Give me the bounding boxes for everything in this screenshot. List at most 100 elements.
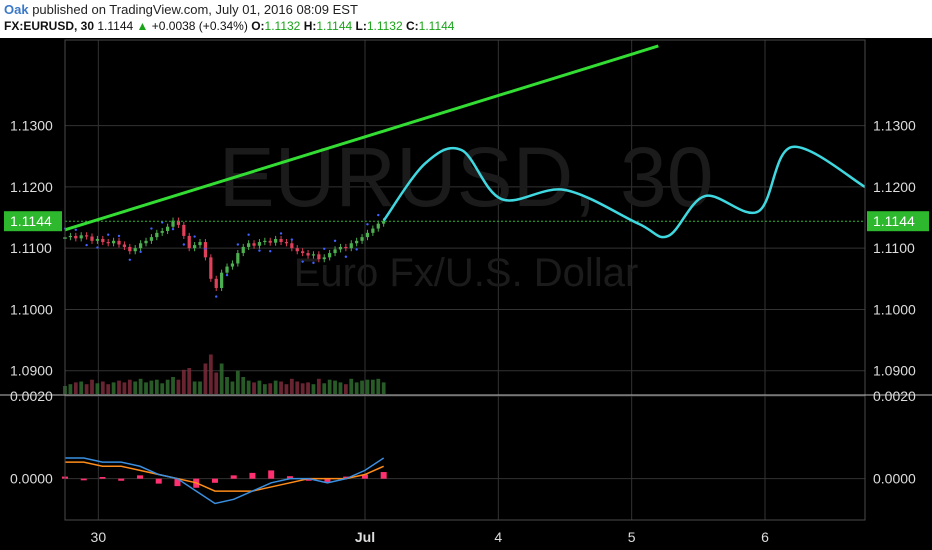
macd-histogram-bar (155, 478, 162, 484)
volume-bar (365, 379, 370, 394)
volume-bar (144, 382, 148, 394)
candle-body (101, 238, 105, 243)
candle-body (230, 263, 235, 267)
candle-body (311, 254, 316, 256)
indicator-tick-left: 0.0000 (10, 471, 53, 487)
candle-body (322, 257, 326, 260)
volume-bar (127, 379, 132, 394)
candle-body (290, 243, 294, 249)
candle-body (279, 238, 283, 243)
candle-body (257, 242, 262, 246)
candle-body (284, 242, 289, 244)
volume-bar (241, 377, 246, 394)
sar-dot (355, 248, 358, 251)
volume-bar (181, 369, 186, 394)
indicator-tick-left: 0.0020 (10, 388, 53, 404)
volume-bar (90, 379, 94, 394)
volume-bar (316, 378, 321, 394)
volume-bar (225, 377, 229, 394)
volume-bar (306, 382, 310, 394)
sar-dot (290, 238, 294, 241)
sar-dot (344, 255, 348, 258)
candle-body (333, 249, 337, 254)
indicator-tick-right: 0.0020 (873, 388, 916, 404)
volume-bar (133, 381, 138, 394)
candle-body (95, 238, 100, 241)
volume-bar (273, 380, 278, 394)
volume-bar (176, 379, 181, 394)
open-value: 1.1132 (264, 19, 301, 33)
y-tick-label-left: 1.1300 (10, 118, 53, 134)
candle-body (365, 232, 370, 238)
volume-bar (160, 383, 165, 394)
candle-body (214, 278, 218, 288)
volume-bar (343, 384, 348, 394)
candle-body (247, 243, 251, 247)
price-label-right-bg (867, 211, 929, 232)
macd-histogram-bar (174, 478, 181, 487)
candle-body (68, 235, 73, 238)
candle-body (344, 246, 348, 249)
sar-dot (377, 213, 380, 217)
symbol-label[interactable]: FX:EURUSD, 30 (4, 19, 95, 33)
candle-body (74, 235, 78, 239)
volume-bar (95, 383, 100, 394)
author-link[interactable]: Oak (4, 2, 29, 17)
macd-histogram-bar (136, 475, 143, 479)
candle-body (171, 220, 175, 227)
candle-body (155, 232, 159, 238)
y-tick-label-right: 1.0900 (873, 363, 916, 379)
candle-body (349, 243, 353, 249)
candle-body (328, 253, 332, 258)
sar-dot (193, 235, 196, 238)
volume-bar (117, 380, 121, 394)
macd-histogram-bar (380, 472, 387, 479)
grid (65, 40, 865, 520)
sar-dot (323, 247, 326, 250)
macd-histogram-bar (361, 474, 368, 479)
x-tick-label: 30 (91, 529, 107, 545)
macd-line (65, 457, 385, 505)
sar-dot (366, 223, 369, 226)
close-value: 1.1144 (418, 19, 455, 33)
open-label: O: (251, 19, 265, 33)
candle-body (317, 254, 321, 260)
candle-body (209, 257, 213, 279)
volume-bar (111, 382, 116, 394)
legend-line: FX:EURUSD, 30 1.1144 ▲ +0.0038 (+0.34%) … (4, 19, 454, 33)
x-tick-label: 5 (628, 529, 636, 545)
candle-body (382, 221, 386, 224)
close-label: C: (406, 19, 419, 33)
x-tick-label: 6 (761, 529, 769, 545)
volume-bar (257, 380, 262, 394)
volume-bar (327, 379, 332, 394)
sar-dot (182, 243, 186, 246)
change-value: +0.0038 (+0.34%) (151, 19, 248, 33)
volume-bar (214, 372, 219, 394)
plot-frame (64, 39, 866, 521)
candle-body (241, 246, 245, 254)
volume-bar (203, 363, 208, 394)
candle-body (144, 240, 148, 244)
candle-body (160, 231, 164, 233)
price-label-right: 1.1144 (873, 213, 915, 229)
volume-bar (154, 379, 159, 394)
candle-body (138, 243, 143, 249)
volume-bar (138, 378, 143, 394)
candle-body (301, 251, 305, 254)
macd-histogram-bar (324, 478, 331, 482)
y-tick-label-right: 1.1100 (873, 240, 915, 256)
price-chart[interactable]: EURUSD, 30 Euro Fx/U.S. Dollar 1.1144 1.1… (0, 38, 932, 550)
macd-histogram-bar (118, 478, 125, 481)
macd-histogram-bar (211, 478, 218, 483)
volume-bar (73, 382, 78, 394)
volume-bar (279, 381, 283, 394)
candle-body (198, 242, 202, 246)
volume-bar (354, 382, 359, 394)
volume-bar (338, 382, 343, 394)
trendline (64, 44, 659, 232)
up-arrow-icon: ▲ (136, 19, 149, 33)
candle-body (90, 236, 94, 241)
volume-bar (284, 384, 289, 394)
